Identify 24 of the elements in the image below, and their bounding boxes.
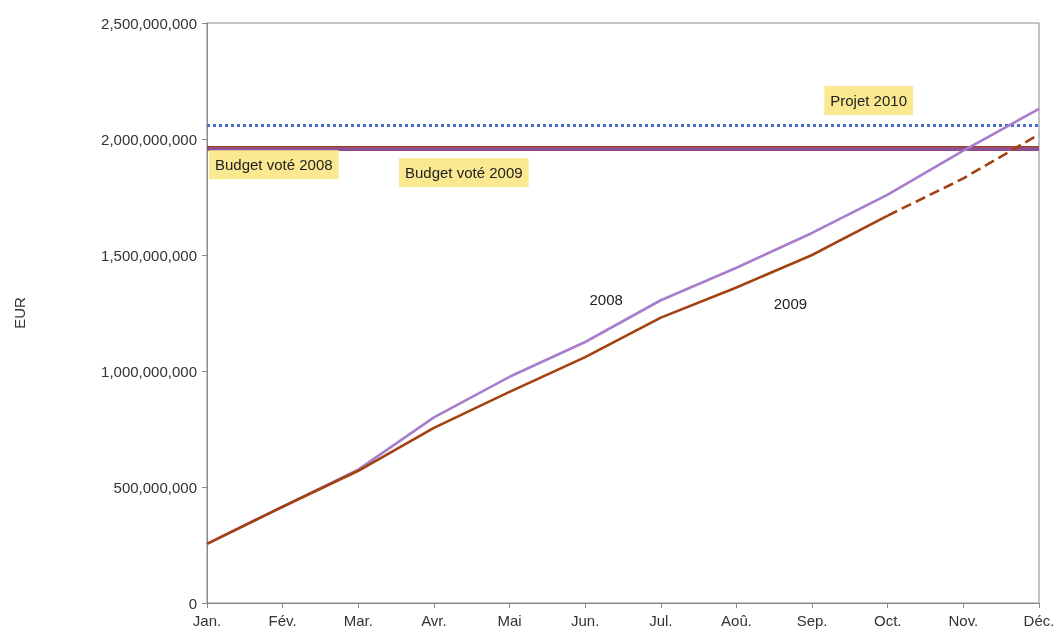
series-label: 2009	[773, 295, 808, 313]
x-tick-label: Fév.	[268, 612, 297, 629]
x-tick-label: Oct.	[873, 612, 902, 629]
y-tick-label: 1,000,000,000	[101, 362, 197, 380]
y-tick-label: 2,500,000,000	[101, 14, 197, 32]
x-tick-label: Mar.	[343, 612, 373, 629]
y-axis-title: EUR	[11, 297, 28, 329]
series-label: 2008	[589, 291, 623, 308]
x-tick-label: Déc.	[1023, 612, 1055, 629]
y-tick-label: 0	[188, 594, 197, 612]
ref-line-label: Projet 2010	[830, 92, 907, 110]
ref-line-label: Budget voté 2008	[215, 156, 333, 174]
x-tick-label: Jan.	[192, 612, 222, 629]
x-tick-label: Avr.	[421, 612, 447, 629]
ref-line-label: Budget voté 2009	[405, 164, 523, 182]
x-tick-label: Jul.	[649, 612, 673, 629]
x-tick-label: Sep.	[796, 612, 828, 629]
x-tick-label: Mai	[497, 612, 522, 629]
x-tick-label: Nov.	[948, 612, 979, 629]
y-tick-label: 500,000,000	[113, 478, 197, 496]
y-tick-label: 1,500,000,000	[101, 246, 197, 264]
x-tick-label: Jun.	[571, 612, 600, 629]
x-tick-label: Aoû.	[721, 612, 752, 629]
y-tick-label: 2,000,000,000	[101, 130, 197, 148]
